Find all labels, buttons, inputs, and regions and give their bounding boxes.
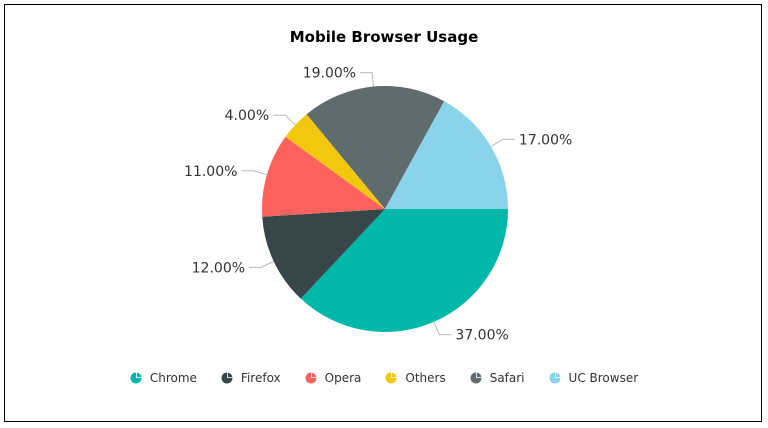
pie-slice-others[interactable]: [285, 114, 385, 209]
pie-legend-icon: [549, 372, 561, 384]
legend-label: Chrome: [149, 371, 197, 385]
pie-slice-opera[interactable]: [262, 136, 385, 217]
legend-item-uc-browser[interactable]: UC Browser: [549, 371, 639, 385]
pie-chart: 37.00% 12.00% 11.00% 4.00% 19.00% 17.00%: [184, 66, 572, 344]
leader-line-others: [273, 114, 296, 126]
pie-legend-icon: [305, 372, 317, 384]
leader-line-firefox: [249, 260, 274, 268]
pie-slice-safari[interactable]: [306, 86, 445, 209]
leader-line-opera: [241, 170, 268, 176]
chart-title: Mobile Browser Usage: [289, 28, 479, 46]
data-label-chrome: 37.00%: [455, 328, 508, 344]
legend-label: Safari: [489, 371, 525, 385]
legend-item-opera[interactable]: Opera: [305, 371, 362, 385]
data-label-uc-browser: 17.00%: [519, 132, 572, 148]
pie-legend-icon: [470, 372, 482, 384]
chart-container: Mobile Browser Usage 37.00% 12.00% 11.00% 4…: [4, 4, 762, 422]
legend-item-chrome[interactable]: Chrome: [130, 371, 197, 385]
data-label-opera: 11.00%: [184, 164, 237, 180]
data-label-others: 4.00%: [225, 108, 269, 124]
leader-line-uc-browser: [490, 138, 515, 147]
chart-legend: Chrome Firefox Opera Others Safari UC Browser: [5, 371, 763, 387]
legend-item-firefox[interactable]: Firefox: [221, 371, 281, 385]
pie-slice-chrome[interactable]: [300, 209, 508, 332]
pie-legend-icon: [130, 372, 142, 384]
pie-slice-uc-browser[interactable]: [385, 101, 508, 209]
legend-label: Others: [405, 371, 446, 385]
leader-line-chrome: [433, 321, 452, 336]
data-label-firefox: 12.00%: [192, 260, 245, 276]
legend-label: Firefox: [240, 371, 281, 385]
legend-item-others[interactable]: Others: [385, 371, 446, 385]
pie-legend-icon: [221, 372, 233, 384]
leader-line-safari: [360, 72, 374, 87]
pie-legend-icon: [385, 372, 397, 384]
legend-label: UC Browser: [568, 371, 639, 385]
pie-slice-firefox[interactable]: [262, 209, 385, 299]
data-label-safari: 19.00%: [303, 66, 356, 82]
legend-item-safari[interactable]: Safari: [470, 371, 525, 385]
legend-label: Opera: [324, 371, 362, 385]
